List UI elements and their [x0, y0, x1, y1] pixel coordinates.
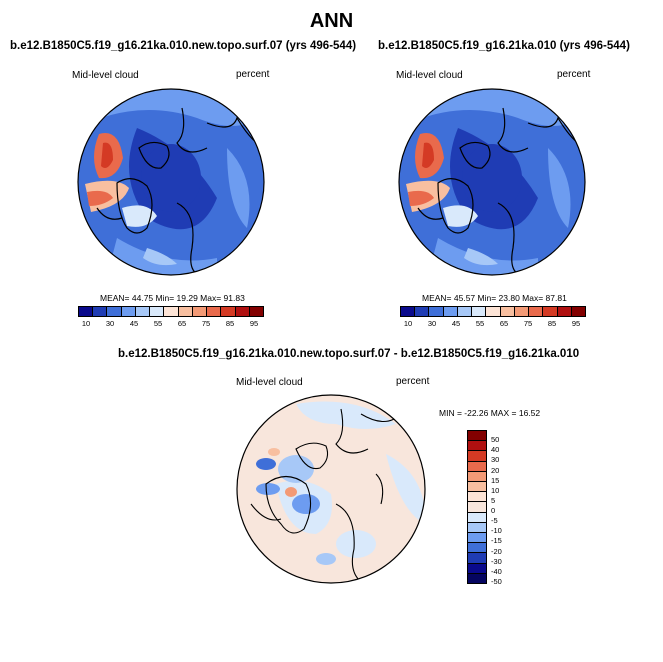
panel-1-variable-label: Mid-level cloud [72, 70, 139, 81]
panel-2-colorbar-tick-label: 75 [523, 319, 533, 328]
panel-2-colorbar-tick-label: 30 [427, 319, 437, 328]
panel-2-polar-map [398, 88, 586, 276]
panel-2-colorbar-tick-label: 55 [475, 319, 485, 328]
panel-2-colorbar-swatch [472, 307, 487, 316]
panel-3-colorbar-swatch [468, 471, 486, 483]
panel-3-colorbar-swatch [468, 482, 486, 493]
panel-1-colorbar-tick-label: 10 [81, 319, 91, 328]
panel-1-colorbar-swatch [249, 307, 264, 316]
panel-3-colorbar-tick-label: 10 [491, 485, 500, 495]
panel-1-colorbar-ticks: 10 30 45 55 65 75 85 95 [78, 319, 262, 329]
panel-3-colorbar-tick-label: 50 [491, 435, 500, 445]
panel-3-stats: MIN = -22.26 MAX = 16.52 [439, 408, 541, 418]
panel-2-colorbar-swatch [514, 307, 530, 316]
panel-2-colorbar-swatch [529, 307, 544, 316]
panel-3-colorbar-tick-label: 40 [491, 445, 500, 455]
panel-2-colorbar-tick-label: 10 [403, 319, 413, 328]
panel-3-colorbar-swatch [468, 451, 486, 462]
panel-3-colorbar-tick-label: 30 [491, 455, 500, 465]
panel-1-colorbar-swatch [121, 307, 136, 316]
panel-3-colorbar-tick-label: -15 [491, 536, 502, 546]
panel-3-polar-map [236, 394, 426, 584]
panel-1-colorbar-swatch [164, 307, 179, 316]
panel-3-colorbar-tick-label: -30 [491, 556, 502, 566]
panel-3-colorbar-swatch [468, 431, 486, 442]
panel-3-units-label: percent [396, 376, 430, 387]
panel-3-colorbar-tick-label: 15 [491, 475, 500, 485]
panel-2-colorbar-swatch [429, 307, 444, 316]
panel-2-colorbar-tick-label: 65 [499, 319, 509, 328]
panel-3-colorbar-tick-label: -20 [491, 546, 502, 556]
panel-3-colorbar-swatch [468, 563, 486, 574]
panel-2-variable-label: Mid-level cloud [396, 70, 463, 81]
panel-2-colorbar-tick-label: 85 [547, 319, 557, 328]
panel-1-colorbar-tick-label: 85 [225, 319, 235, 328]
panel-3-colorbar-tick-label: -50 [491, 577, 502, 586]
panel-3-colorbar-tick-label: -40 [491, 566, 502, 576]
panel-2-stats: MEAN= 45.57 Min= 23.80 Max= 87.81 [422, 293, 567, 303]
panel-3-colorbar-swatch [468, 461, 486, 472]
panel-1-colorbar-tick-label: 75 [201, 319, 211, 328]
panel-2-colorbar-swatch [557, 307, 572, 316]
panel-3-colorbar-swatch [468, 502, 486, 513]
panel-1-colorbar-swatch [79, 307, 94, 316]
panel-1-colorbar-swatch [93, 307, 108, 316]
panel-1-colorbar-swatch [135, 307, 151, 316]
panel-3-colorbar [467, 430, 487, 584]
panel-2-colorbar-swatch [500, 307, 515, 316]
panel-2-colorbar-tick-label: 45 [451, 319, 461, 328]
panel-3-colorbar-ticks: 50 40 30 20 15 10 5 0 -5 -10 -15 -20 -30 -40 -50 [467, 430, 507, 586]
panel-2-units-label: percent [557, 69, 591, 80]
panel-1-colorbar [78, 306, 264, 317]
panel-2-colorbar-ticks: 10 30 45 55 65 75 85 95 [400, 319, 584, 329]
panel-1-polar-map [77, 88, 265, 276]
panel-2-colorbar-swatch [457, 307, 473, 316]
panel-2-colorbar-swatch [443, 307, 458, 316]
panel-3-colorbar-swatch [468, 553, 486, 564]
panel-1-colorbar-tick-label: 95 [249, 319, 259, 328]
panel-3-colorbar-swatch [468, 573, 486, 584]
panel-1-colorbar-tick-label: 30 [105, 319, 115, 328]
panel-1-colorbar-tick-label: 45 [129, 319, 139, 328]
panel-3-colorbar-swatch [468, 512, 486, 523]
panel-2-colorbar-swatch [571, 307, 586, 316]
panel-1-colorbar-swatch [107, 307, 122, 316]
panel-3-colorbar-tick-label: 20 [491, 465, 500, 475]
panel-2-colorbar-swatch [401, 307, 416, 316]
panel-1-title: b.e12.B1850C5.f19_g16.21ka.010.new.topo.… [10, 40, 357, 52]
main-title: ANN [309, 10, 354, 32]
panel-1-stats: MEAN= 44.75 Min= 19.29 Max= 91.83 [100, 293, 245, 303]
panel-3-title: b.e12.B1850C5.f19_g16.21ka.010.new.topo.… [118, 348, 580, 360]
panel-2-colorbar-tick-label: 95 [571, 319, 581, 328]
panel-3-colorbar-tick-label: -5 [491, 516, 498, 526]
panel-2-title: b.e12.B1850C5.f19_g16.21ka.010 (yrs 496-… [378, 40, 630, 52]
panel-1-colorbar-swatch [235, 307, 250, 316]
panel-2-colorbar-swatch [486, 307, 501, 316]
panel-1-colorbar-swatch [221, 307, 236, 316]
panel-3-colorbar-tick-label: 0 [491, 506, 496, 516]
panel-1-units-label: percent [236, 69, 270, 80]
panel-3-colorbar-swatch [468, 441, 486, 452]
panel-1-colorbar-swatch [178, 307, 193, 316]
panel-3-colorbar-swatch [468, 522, 486, 534]
panel-3-colorbar-tick-label: 5 [491, 495, 496, 505]
panel-1-colorbar-tick-label: 55 [153, 319, 163, 328]
panel-2-colorbar-swatch [543, 307, 558, 316]
panel-3-colorbar-swatch [468, 492, 486, 503]
panel-2-colorbar-swatch [415, 307, 430, 316]
panel-2-colorbar [400, 306, 586, 317]
panel-3-variable-label: Mid-level cloud [236, 377, 303, 388]
panel-1-colorbar-swatch [192, 307, 208, 316]
panel-1-colorbar-swatch [207, 307, 222, 316]
panel-1-colorbar-tick-label: 65 [177, 319, 187, 328]
panel-3-colorbar-swatch [468, 543, 486, 554]
panel-1-colorbar-swatch [150, 307, 165, 316]
panel-3-colorbar-tick-label: -10 [491, 526, 502, 536]
panel-3-colorbar-swatch [468, 533, 486, 544]
